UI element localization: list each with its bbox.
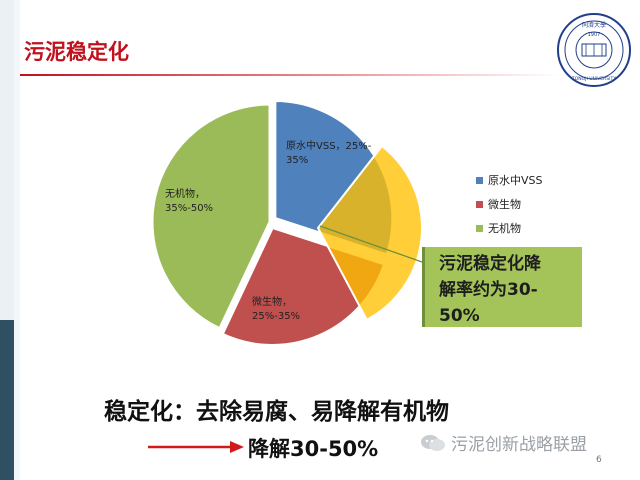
callout-leader-line — [319, 225, 423, 263]
callout-box: 污泥稳定化降 解率约为30- 50% — [422, 247, 582, 327]
callout-line-3: 50% — [439, 306, 480, 326]
watermark: 污泥创新战略联盟 — [420, 430, 587, 455]
highlight-wedge — [316, 144, 423, 322]
legend-swatch — [476, 224, 483, 232]
legend-item-vss: 原水中VSS — [476, 168, 543, 192]
title-underline — [20, 74, 560, 76]
university-logo: 同濟大學 1907 TONGJI UNIVERSITY — [557, 13, 631, 87]
chart-legend: 原水中VSS 微生物 无机物 — [476, 168, 543, 240]
slice-label-vss: 原水中VSS，25%- 35% — [286, 141, 372, 166]
left-decor-bar-dark — [0, 320, 14, 480]
slide-title: 污泥稳定化 — [24, 40, 129, 64]
logo-year: 1907 — [588, 32, 601, 38]
legend-label: 微生物 — [488, 198, 521, 211]
page-number: 6 — [596, 455, 602, 465]
watermark-text: 污泥创新战略联盟 — [451, 435, 587, 455]
summary-text: 稳定化：去除易腐、易降解有机物 — [104, 399, 449, 425]
legend-item-inorganic: 无机物 — [476, 216, 543, 240]
logo-chars: 同濟大學 — [582, 21, 606, 29]
result-text: 降解30-50% — [248, 437, 379, 461]
wechat-icon — [421, 434, 445, 451]
callout-line-1: 污泥稳定化降 — [439, 254, 541, 274]
legend-label: 原水中VSS — [488, 174, 543, 187]
callout-line-2: 解率约为30- — [439, 280, 538, 300]
slice-label-inorganic: 无机物， 35%-50% — [165, 189, 214, 214]
pie-slice-2 — [150, 102, 272, 331]
legend-swatch — [476, 200, 483, 208]
legend-swatch — [476, 176, 483, 184]
slice-label-microbe: 微生物， 25%-35% — [252, 297, 301, 322]
left-decor-strip — [14, 0, 20, 480]
left-decor-bar — [0, 0, 14, 320]
red-arrow-icon — [148, 441, 244, 453]
logo-name: TONGJI UNIVERSITY — [571, 76, 616, 82]
legend-label: 无机物 — [488, 222, 521, 235]
legend-item-microbe: 微生物 — [476, 192, 543, 216]
